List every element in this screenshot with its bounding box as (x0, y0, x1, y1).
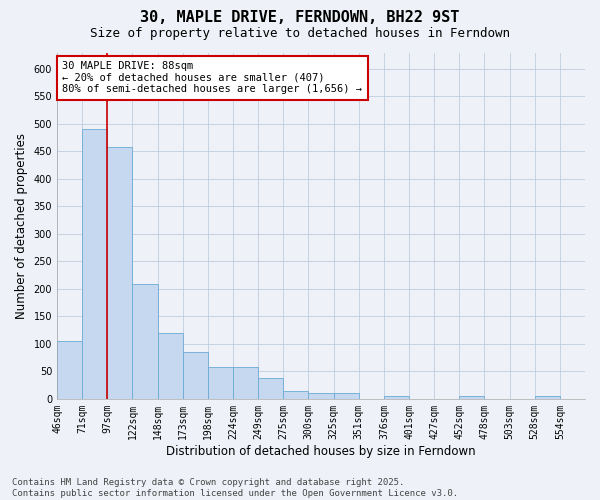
Bar (535, 396, 560, 399)
Bar (384, 396, 409, 399)
Bar (183, 352, 208, 399)
Bar (459, 396, 484, 399)
Bar (258, 378, 283, 399)
Bar (334, 394, 359, 399)
Bar (308, 394, 334, 399)
Bar (107, 147, 133, 399)
Text: 30 MAPLE DRIVE: 88sqm
← 20% of detached houses are smaller (407)
80% of semi-det: 30 MAPLE DRIVE: 88sqm ← 20% of detached … (62, 61, 362, 94)
Bar (82, 130, 107, 399)
Text: 30, MAPLE DRIVE, FERNDOWN, BH22 9ST: 30, MAPLE DRIVE, FERNDOWN, BH22 9ST (140, 10, 460, 25)
Y-axis label: Number of detached properties: Number of detached properties (15, 132, 28, 318)
Text: Contains HM Land Registry data © Crown copyright and database right 2025.
Contai: Contains HM Land Registry data © Crown c… (12, 478, 458, 498)
Bar (233, 368, 258, 399)
Bar (57, 341, 82, 399)
X-axis label: Distribution of detached houses by size in Ferndown: Distribution of detached houses by size … (166, 444, 476, 458)
Bar (133, 284, 158, 399)
Bar (283, 390, 308, 399)
Bar (208, 368, 233, 399)
Text: Size of property relative to detached houses in Ferndown: Size of property relative to detached ho… (90, 28, 510, 40)
Bar (158, 333, 183, 399)
